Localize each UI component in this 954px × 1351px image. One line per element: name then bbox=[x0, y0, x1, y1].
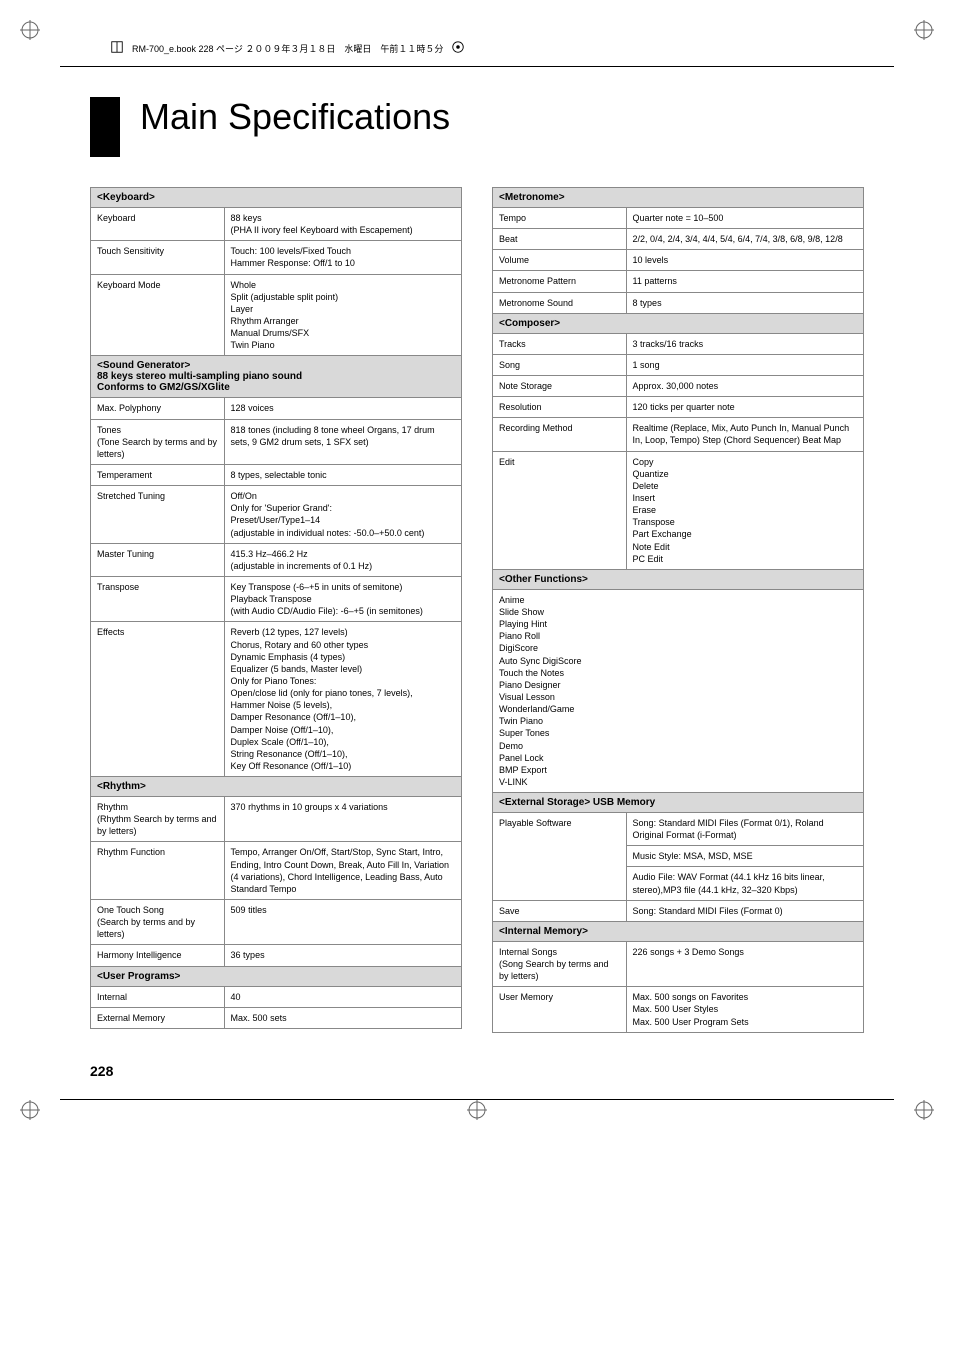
spec-value: Song: Standard MIDI Files (Format 0) bbox=[626, 900, 863, 921]
spec-table-right: <Metronome>TempoQuarter note = 10–500Bea… bbox=[492, 187, 864, 1033]
title-row: Main Specifications bbox=[90, 97, 864, 157]
spec-label: Temperament bbox=[91, 464, 225, 485]
spec-label: Effects bbox=[91, 622, 225, 777]
section-header: <Composer> bbox=[493, 313, 864, 333]
section-header: <Internal Memory> bbox=[493, 921, 864, 941]
spec-label: Max. Polyphony bbox=[91, 398, 225, 419]
page-number: 228 bbox=[90, 1063, 864, 1079]
spec-label: Master Tuning bbox=[91, 543, 225, 576]
spec-value: 36 types bbox=[224, 945, 461, 966]
spec-value: 818 tones (including 8 tone wheel Organs… bbox=[224, 419, 461, 464]
spec-label: Song bbox=[493, 354, 627, 375]
spec-label: Tones(Tone Search by terms and by letter… bbox=[91, 419, 225, 464]
spec-value: 11 patterns bbox=[626, 271, 863, 292]
spec-label: Touch Sensitivity bbox=[91, 241, 225, 274]
spec-label: Note Storage bbox=[493, 375, 627, 396]
spec-value: Quarter note = 10–500 bbox=[626, 208, 863, 229]
section-header: <Metronome> bbox=[493, 188, 864, 208]
left-column: <Keyboard>Keyboard88 keys(PHA II ivory f… bbox=[90, 187, 462, 1033]
spec-label: One Touch Song(Search by terms and by le… bbox=[91, 900, 225, 945]
spec-value: 415.3 Hz–466.2 Hz(adjustable in incremen… bbox=[224, 543, 461, 576]
spec-value: 3 tracks/16 tracks bbox=[626, 333, 863, 354]
spec-value: 88 keys(PHA II ivory feel Keyboard with … bbox=[224, 208, 461, 241]
spec-label: Harmony Intelligence bbox=[91, 945, 225, 966]
section-header: <Rhythm> bbox=[91, 777, 462, 797]
page-title: Main Specifications bbox=[140, 97, 450, 137]
crop-mark-icon bbox=[914, 20, 934, 40]
spec-label: Rhythm Function bbox=[91, 842, 225, 900]
spec-value: 1 song bbox=[626, 354, 863, 375]
spec-value: 8 types bbox=[626, 292, 863, 313]
target-icon bbox=[451, 40, 465, 56]
spec-label: Resolution bbox=[493, 397, 627, 418]
section-header: <External Storage> USB Memory bbox=[493, 793, 864, 813]
spec-label: Rhythm(Rhythm Search by terms and by let… bbox=[91, 797, 225, 842]
spec-label: Beat bbox=[493, 229, 627, 250]
spec-label: External Memory bbox=[91, 1007, 225, 1028]
spec-value: AnimeSlide ShowPlaying HintPiano RollDig… bbox=[493, 589, 864, 792]
spec-value: 128 voices bbox=[224, 398, 461, 419]
spec-value: 226 songs + 3 Demo Songs bbox=[626, 941, 863, 986]
spec-value: Reverb (12 types, 127 levels)Chorus, Rot… bbox=[224, 622, 461, 777]
spec-value: Max. 500 songs on FavoritesMax. 500 User… bbox=[626, 987, 863, 1032]
spec-label: Volume bbox=[493, 250, 627, 271]
spec-value: 10 levels bbox=[626, 250, 863, 271]
spec-label: Recording Method bbox=[493, 418, 627, 451]
crop-mark-icon bbox=[20, 20, 40, 40]
spec-value: Realtime (Replace, Mix, Auto Punch In, M… bbox=[626, 418, 863, 451]
spec-value: Max. 500 sets bbox=[224, 1007, 461, 1028]
crop-mark-icon bbox=[467, 1100, 487, 1120]
section-header: <Sound Generator>88 keys stereo multi-sa… bbox=[91, 356, 462, 398]
spec-label: Transpose bbox=[91, 576, 225, 621]
spec-label: Tempo bbox=[493, 208, 627, 229]
spec-label: User Memory bbox=[493, 987, 627, 1032]
spec-value: Touch: 100 levels/Fixed TouchHammer Resp… bbox=[224, 241, 461, 274]
spec-value: WholeSplit (adjustable split point)Layer… bbox=[224, 274, 461, 356]
spec-value: 2/2, 0/4, 2/4, 3/4, 4/4, 5/4, 6/4, 7/4, … bbox=[626, 229, 863, 250]
spec-value: Song: Standard MIDI Files (Format 0/1), … bbox=[626, 813, 863, 846]
spec-label: Metronome Sound bbox=[493, 292, 627, 313]
spec-label: Save bbox=[493, 900, 627, 921]
spec-label: Edit bbox=[493, 451, 627, 569]
header-note-text: RM-700_e.book 228 ページ ２００９年３月１８日 水曜日 午前１… bbox=[132, 42, 443, 55]
top-rule bbox=[60, 66, 894, 67]
spec-label: Tracks bbox=[493, 333, 627, 354]
spec-value: 509 titles bbox=[224, 900, 461, 945]
section-header: <User Programs> bbox=[91, 966, 462, 986]
spec-value: 120 ticks per quarter note bbox=[626, 397, 863, 418]
spec-label: Playable Software bbox=[493, 813, 627, 901]
spec-value: 40 bbox=[224, 986, 461, 1007]
spec-value: Key Transpose (-6–+5 in units of semiton… bbox=[224, 576, 461, 621]
section-header: <Other Functions> bbox=[493, 569, 864, 589]
book-icon bbox=[110, 40, 124, 56]
spec-value: 370 rhythms in 10 groups x 4 variations bbox=[224, 797, 461, 842]
spec-value: 8 types, selectable tonic bbox=[224, 464, 461, 485]
spec-label: Internal bbox=[91, 986, 225, 1007]
crop-mark-icon bbox=[20, 1100, 40, 1120]
spec-value: Music Style: MSA, MSD, MSE bbox=[626, 846, 863, 867]
spec-label: Internal Songs(Song Search by terms and … bbox=[493, 941, 627, 986]
spec-value: Tempo, Arranger On/Off, Start/Stop, Sync… bbox=[224, 842, 461, 900]
spec-value: Audio File: WAV Format (44.1 kHz 16 bits… bbox=[626, 867, 863, 900]
right-column: <Metronome>TempoQuarter note = 10–500Bea… bbox=[492, 187, 864, 1033]
spec-table-left: <Keyboard>Keyboard88 keys(PHA II ivory f… bbox=[90, 187, 462, 1029]
header-note: RM-700_e.book 228 ページ ２００９年３月１８日 水曜日 午前１… bbox=[110, 40, 954, 56]
spec-value: Approx. 30,000 notes bbox=[626, 375, 863, 396]
spec-value: Off/OnOnly for 'Superior Grand':Preset/U… bbox=[224, 486, 461, 544]
title-bar bbox=[90, 97, 120, 157]
spec-label: Metronome Pattern bbox=[493, 271, 627, 292]
spec-label: Stretched Tuning bbox=[91, 486, 225, 544]
crop-mark-icon bbox=[914, 1100, 934, 1120]
section-header: <Keyboard> bbox=[91, 188, 462, 208]
spec-value: CopyQuantizeDeleteInsertEraseTransposePa… bbox=[626, 451, 863, 569]
spec-label: Keyboard bbox=[91, 208, 225, 241]
spec-label: Keyboard Mode bbox=[91, 274, 225, 356]
